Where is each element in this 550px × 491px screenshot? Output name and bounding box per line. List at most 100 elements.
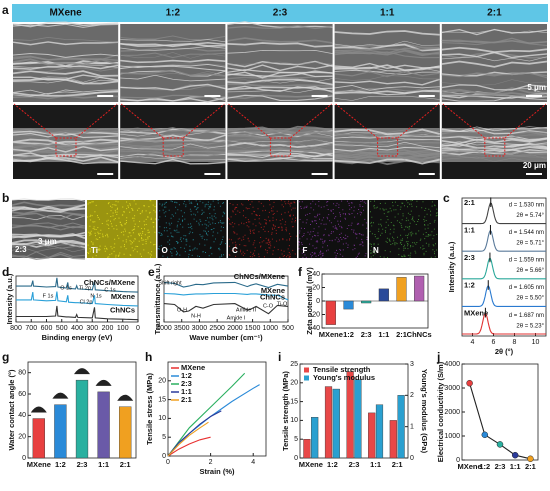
sem-layer [11, 239, 86, 245]
sem-layer [120, 74, 226, 82]
sem-layer [441, 135, 548, 142]
bar [378, 288, 389, 302]
x-tick-label: 100 [117, 325, 129, 332]
y-axis-label: Transmittance (a.u.) [153, 263, 162, 334]
axes-frame [299, 363, 409, 459]
xrd-curve [462, 229, 546, 252]
sem-layer [120, 42, 226, 47]
sem-layer [120, 127, 226, 133]
x-tick-label: 0 [136, 325, 140, 332]
sem-layer [11, 239, 86, 247]
annotation: Ti 2p [79, 285, 91, 291]
column-header: 2:3 [273, 8, 288, 19]
bar [368, 412, 376, 459]
angle-label: 2θ = 5.71° [516, 240, 544, 246]
axes-frame [163, 275, 289, 323]
sem-layer [334, 132, 440, 138]
sem-layer [334, 48, 440, 55]
droplet-icon [74, 368, 90, 375]
y-tick-label: 20 [158, 378, 166, 385]
x-tick-label: 6 [492, 339, 496, 346]
y-tick-label: 15 [290, 398, 298, 405]
data-point [496, 441, 504, 448]
sem-layer [227, 147, 333, 154]
x-category-label: 1:2 [343, 330, 354, 339]
data-line [163, 281, 289, 289]
sem-layer [12, 138, 119, 146]
sem-layer [120, 46, 226, 51]
x-category-label: 1:1 [510, 462, 521, 471]
legend-swatch [304, 375, 309, 381]
sem-layer [334, 46, 440, 54]
x-tick-label: 700 [25, 325, 37, 332]
x-axis-label: Strain (%) [199, 467, 235, 476]
series-label: ChNCs [110, 306, 135, 315]
sem-layer [227, 157, 333, 162]
data-line [167, 372, 246, 457]
y-tick-label: 10 [290, 417, 298, 424]
panel-label: j [436, 350, 440, 364]
sem-layer [120, 83, 226, 91]
sem-layer [334, 62, 440, 70]
legend-swatch [304, 367, 309, 373]
sem-layer [441, 51, 548, 59]
y-axis-label: Intensity (a.u.) [447, 241, 456, 292]
legend-label: 1:2 [181, 371, 192, 380]
element-label: F [303, 246, 308, 255]
bar [361, 300, 372, 304]
data-point [481, 431, 489, 439]
x-tick-label: 1500 [245, 325, 261, 332]
sem-layer [12, 64, 119, 70]
zoom-line [182, 103, 225, 139]
sem-layer [334, 158, 440, 166]
x-category-label: 1:1 [98, 460, 109, 469]
sem-layer [12, 52, 119, 58]
x-category-label: 2:1 [396, 330, 407, 339]
y-axis-label: Electrical conductivity (S/m) [436, 361, 445, 462]
data-line [163, 292, 289, 301]
zoom-line [290, 103, 332, 139]
series-label: ChNCs [260, 292, 285, 301]
scale-label: 3 μm [38, 237, 57, 246]
sem-layer [227, 156, 333, 161]
x-category-label: 1:1 [378, 330, 389, 339]
sem-layer [227, 83, 333, 88]
panel-label: c [443, 191, 450, 205]
annotation: N 1s [90, 293, 102, 299]
sem-layer [227, 131, 333, 136]
x-tick-label: 1000 [262, 325, 278, 332]
sem-layer [441, 84, 548, 91]
element-label: N [373, 246, 379, 255]
sem-layer [334, 43, 440, 52]
sem-layer [227, 89, 333, 94]
bar [54, 404, 67, 459]
zoom-box [269, 137, 291, 157]
bar [397, 395, 405, 459]
annotation: N-H [191, 313, 201, 319]
d-spacing-label: d = 1.530 nm [509, 202, 544, 208]
panel-label: b [2, 191, 9, 205]
y-tick-label: 4000 [444, 361, 460, 368]
element-label: O [162, 246, 168, 255]
sem-layer [334, 89, 440, 95]
legend-label: Tensile strength [313, 365, 371, 374]
sem-layer [11, 222, 86, 227]
y-tick-label: 3000 [444, 385, 460, 392]
scale-label: 5 μm [527, 83, 546, 92]
droplet-icon [117, 394, 134, 401]
data-line [16, 291, 139, 307]
sem-layer [441, 79, 548, 86]
annotation: O 1s [60, 285, 72, 291]
eds-map [298, 200, 368, 258]
sem-layer [12, 130, 119, 137]
sem-layer [120, 63, 226, 68]
x-category-label: ChNCs [407, 330, 432, 339]
sem-layer [227, 138, 333, 145]
angle-label: 2θ = 5.74° [516, 213, 544, 219]
x-tick-label: 3000 [192, 325, 208, 332]
sem-layer [334, 75, 440, 81]
y2-axis-label: Young's modulus (GPa) [420, 369, 429, 454]
sem-layer [441, 56, 548, 62]
sample-label: 1:2 [464, 281, 475, 290]
d-spacing-label: d = 1.544 nm [509, 230, 544, 236]
